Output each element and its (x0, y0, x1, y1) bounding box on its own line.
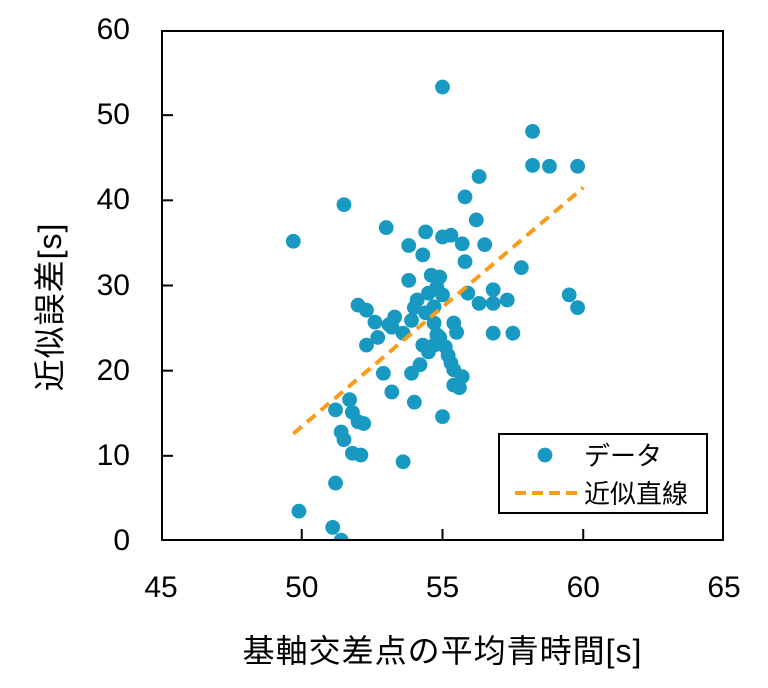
y-tick-label: 20 (96, 353, 130, 387)
data-point (406, 394, 422, 410)
data-point (451, 380, 467, 396)
data-point (406, 300, 422, 316)
data-point (328, 475, 343, 491)
x-tick-label: 60 (566, 571, 600, 604)
data-point (454, 236, 470, 252)
x-axis-title: 基軸交差点の平均青時間[s] (242, 633, 643, 669)
data-point (370, 330, 386, 345)
data-point (359, 302, 374, 318)
data-point (404, 365, 419, 381)
legend: データ 近似直線 (498, 433, 708, 514)
y-tick-label: 40 (96, 183, 130, 217)
data-point (336, 197, 352, 212)
data-point (457, 254, 473, 270)
data-point (325, 519, 341, 535)
legend-item-trendline: 近似直線 (500, 474, 706, 512)
data-point (421, 285, 436, 301)
y-tick-label: 30 (96, 268, 130, 302)
data-point (367, 314, 383, 330)
data-point (525, 158, 540, 173)
data-point (378, 220, 394, 235)
data-point (395, 454, 411, 470)
data-point (435, 79, 450, 95)
trend-line (292, 186, 585, 436)
data-point (418, 224, 434, 240)
scatter-dot-icon (537, 447, 553, 462)
y-tick-label: 0 (113, 524, 130, 557)
data-point (328, 402, 343, 418)
data-point (415, 247, 431, 263)
data-point (499, 292, 515, 308)
x-tick-label: 65 (707, 571, 741, 604)
data-point (471, 295, 487, 311)
y-tick-label: 60 (96, 13, 130, 46)
data-point (426, 315, 442, 331)
data-point (525, 123, 540, 139)
data-point (443, 227, 459, 243)
data-point (435, 409, 450, 425)
data-point (485, 325, 501, 341)
data-point (401, 238, 417, 253)
data-point (384, 384, 400, 400)
x-tick-label: 45 (144, 571, 178, 604)
plot-area (161, 30, 724, 541)
data-point (513, 260, 529, 276)
data-point (570, 158, 586, 174)
x-tick-label: 55 (425, 571, 460, 604)
data-point (561, 287, 577, 303)
data-point (477, 237, 493, 253)
data-point (356, 416, 372, 431)
y-tick-label: 10 (96, 438, 130, 472)
data-point (342, 392, 358, 408)
data-point (485, 295, 501, 311)
data-point (468, 212, 484, 228)
data-point (570, 300, 586, 316)
data-point (375, 365, 391, 381)
data-point (421, 344, 436, 360)
data-point (359, 337, 374, 353)
x-tick-label: 50 (285, 571, 319, 604)
data-point (353, 447, 369, 463)
data-point (471, 169, 487, 184)
dashed-line-icon (515, 490, 579, 495)
y-tick-label: 50 (96, 98, 130, 132)
legend-item-data: データ (500, 436, 706, 474)
data-point (485, 282, 501, 298)
data-point (333, 532, 349, 541)
data-point (336, 432, 352, 448)
data-point (404, 313, 419, 328)
data-point (291, 503, 307, 519)
data-point (449, 324, 464, 340)
data-point (542, 158, 557, 174)
data-point (457, 189, 473, 205)
legend-label-data: データ (584, 441, 663, 471)
data-point (435, 287, 450, 303)
data-point (505, 325, 521, 341)
data-point (443, 355, 459, 371)
legend-label-trendline: 近似直線 (584, 479, 689, 509)
data-point (401, 272, 417, 288)
data-point (285, 233, 301, 249)
data-point (381, 317, 397, 333)
